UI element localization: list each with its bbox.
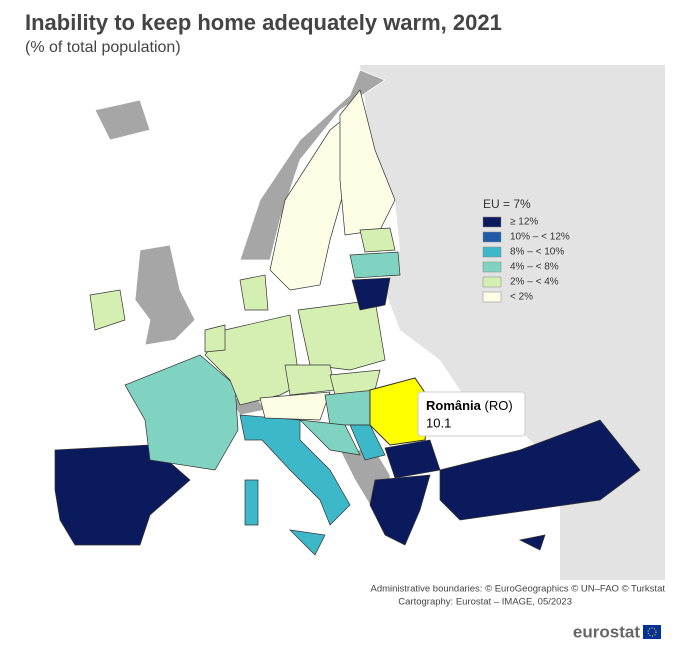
tooltip-code: (RO) xyxy=(485,398,513,413)
iceland xyxy=(94,99,151,141)
legend-label: ≥ 12% xyxy=(510,217,538,228)
finland[interactable] xyxy=(339,89,396,236)
netherlands-belgium[interactable] xyxy=(204,324,226,353)
ireland[interactable] xyxy=(89,289,126,331)
eu-flag xyxy=(643,625,661,639)
estonia[interactable] xyxy=(359,227,396,253)
logo-text: eurostat xyxy=(573,622,640,641)
italy-islands[interactable] xyxy=(244,479,326,556)
greece[interactable] xyxy=(369,474,431,546)
legend-swatch xyxy=(482,231,502,243)
legend-swatch xyxy=(482,276,502,288)
france[interactable] xyxy=(124,354,239,471)
austria[interactable] xyxy=(259,391,331,421)
legend-items: ≥ 12% 10% – < 12% 8% – < 10% 4% – < 8% 2% – … xyxy=(482,216,570,303)
legend-swatch xyxy=(482,246,502,258)
subtitle: (% of total population) xyxy=(25,39,181,56)
norway xyxy=(239,69,386,261)
cyprus[interactable] xyxy=(518,534,546,551)
tooltip: România (RO) 10.1 xyxy=(417,391,526,437)
legend-label: 8% – < 10% xyxy=(510,247,564,258)
eu-stars xyxy=(647,627,657,637)
latvia[interactable] xyxy=(349,251,401,279)
map xyxy=(25,65,665,580)
legend-swatch xyxy=(482,261,502,273)
legend-label: 10% – < 12% xyxy=(510,232,570,243)
tooltip-box xyxy=(417,391,526,437)
united-kingdom xyxy=(134,244,196,346)
poland[interactable] xyxy=(297,299,386,371)
tooltip-country: România xyxy=(426,398,482,413)
legend-title: EU = 7% xyxy=(483,197,531,211)
lithuania[interactable] xyxy=(351,277,391,311)
credit: Administrative boundaries: © EuroGeograp… xyxy=(370,584,665,595)
legend-label: 2% – < 4% xyxy=(510,277,559,288)
legend-label: < 2% xyxy=(510,292,533,303)
title: Inability to keep home adequately warm, … xyxy=(25,10,502,35)
turkey[interactable] xyxy=(439,419,641,521)
credit: Cartography: Eurostat – IMAGE, 05/2023 xyxy=(398,597,572,608)
tooltip-value: 10.1 xyxy=(426,415,451,430)
serbia-area[interactable] xyxy=(349,424,386,461)
croatia[interactable] xyxy=(299,419,361,456)
italy[interactable] xyxy=(239,414,351,526)
hungary[interactable] xyxy=(324,389,376,426)
legend-swatch xyxy=(482,216,502,228)
tooltip-title: România (RO) xyxy=(426,398,513,413)
legend-swatch xyxy=(482,291,502,303)
legend-label: 4% – < 8% xyxy=(510,262,559,273)
czechia[interactable] xyxy=(284,364,336,396)
legend: EU = 7% ≥ 12% 10% – < 12% 8% – < 10% 4% – <… xyxy=(482,197,570,303)
romania[interactable] xyxy=(369,377,431,446)
denmark[interactable] xyxy=(239,274,269,311)
